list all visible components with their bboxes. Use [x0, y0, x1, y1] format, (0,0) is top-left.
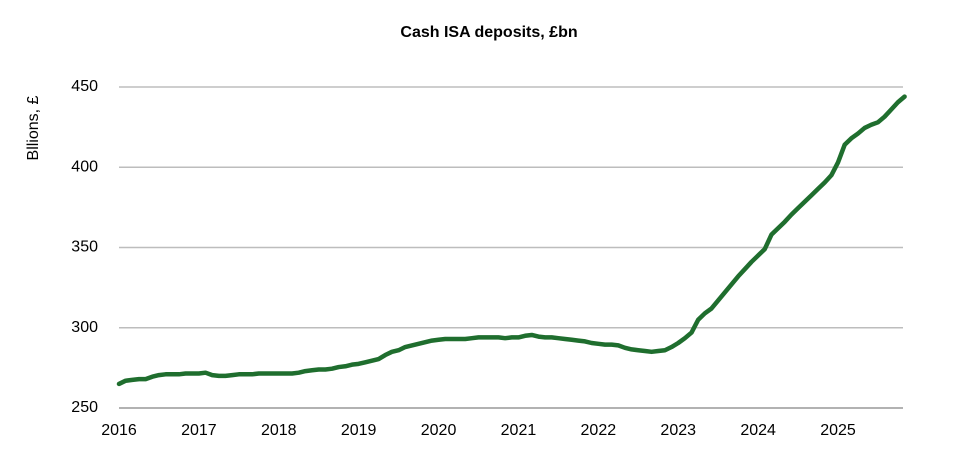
x-tick-label: 2018	[261, 422, 297, 439]
x-tick-label: 2022	[581, 422, 617, 439]
chart-title: Cash ISA deposits, £bn	[400, 24, 577, 41]
x-tick-label: 2025	[820, 422, 856, 439]
x-tick-label: 2021	[501, 422, 537, 439]
x-tick-label: 2020	[421, 422, 457, 439]
x-tick-label: 2024	[740, 422, 776, 439]
x-tick-label: 2017	[181, 422, 217, 439]
data-line	[116, 94, 907, 387]
y-tick-label: 300	[71, 319, 98, 336]
x-tick-label: 2023	[660, 422, 696, 439]
y-axis-label: Bllions, £	[25, 95, 42, 160]
x-tick-label: 2016	[101, 422, 137, 439]
y-tick-label: 450	[71, 78, 98, 95]
y-tick-label: 250	[71, 399, 98, 416]
y-tick-label: 350	[71, 239, 98, 256]
y-tick-label: 400	[71, 158, 98, 175]
x-tick-label: 2019	[341, 422, 377, 439]
